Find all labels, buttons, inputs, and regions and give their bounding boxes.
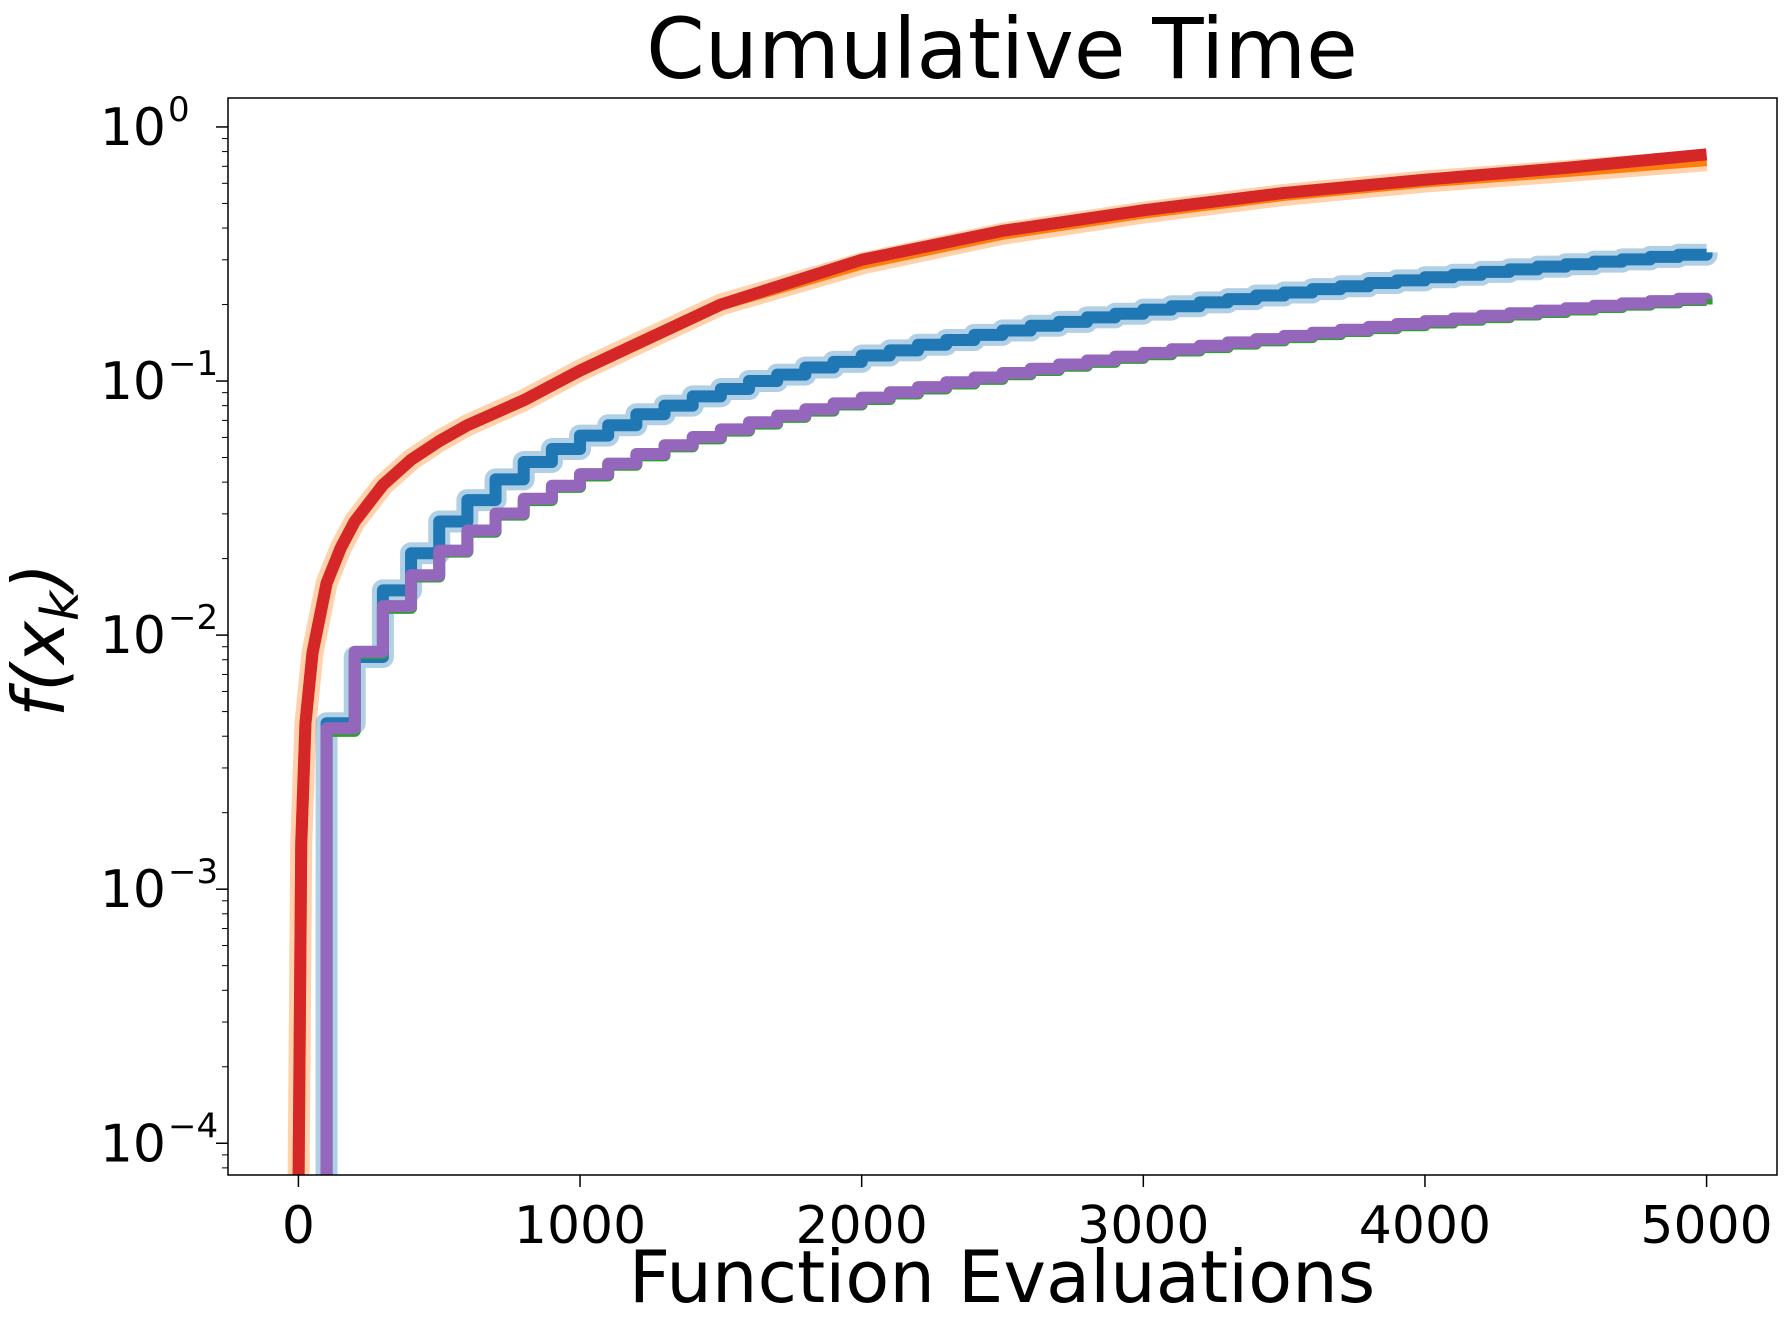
y-tick-label: 10 [100,98,166,158]
x-axis-label: Function Evaluations [629,1235,1376,1319]
series-line-4 [320,292,1713,1175]
y-tick-exponent: −3 [168,852,218,892]
plot-frame [227,97,1778,1176]
y-tick-exponent: 0 [168,90,190,130]
y-tick-label: 10 [100,1114,166,1174]
x-tick-label: 3000 [1077,1196,1209,1256]
y-axis-label-base: f(x [0,620,81,717]
series-line-2 [320,248,1713,1175]
y-tick-label: 10 [100,860,166,920]
x-tick-label: 4000 [1359,1196,1491,1256]
y-tick-label: 10 [100,606,166,666]
x-axis-ticks: 0 1000 2000 3000 4000 5000 [282,1175,1773,1256]
y-tick-label: 10 [100,352,166,412]
x-tick-label: 2000 [796,1196,928,1256]
y-tick-exponent: −4 [168,1106,218,1146]
y-axis-label-close: ) [0,563,81,596]
y-tick-base: 10 [100,860,166,920]
y-tick-base: 10 [100,352,166,412]
plot-area [287,148,1718,1175]
y-axis-label-sub: k [31,589,91,621]
y-tick-base: 10 [100,1114,166,1174]
y-tick-base: 10 [100,98,166,158]
x-tick-label: 5000 [1640,1196,1772,1256]
y-axis-label: f(xk) [0,563,91,717]
y-tick-exponent: −1 [168,344,218,384]
y-tick-exponent: −2 [168,598,218,638]
x-tick-label: 1000 [514,1196,646,1256]
chart-title: Cumulative Time [646,0,1358,98]
x-tick-label: 0 [282,1196,315,1256]
y-tick-base: 10 [100,606,166,666]
series-line-1 [292,148,1708,1175]
